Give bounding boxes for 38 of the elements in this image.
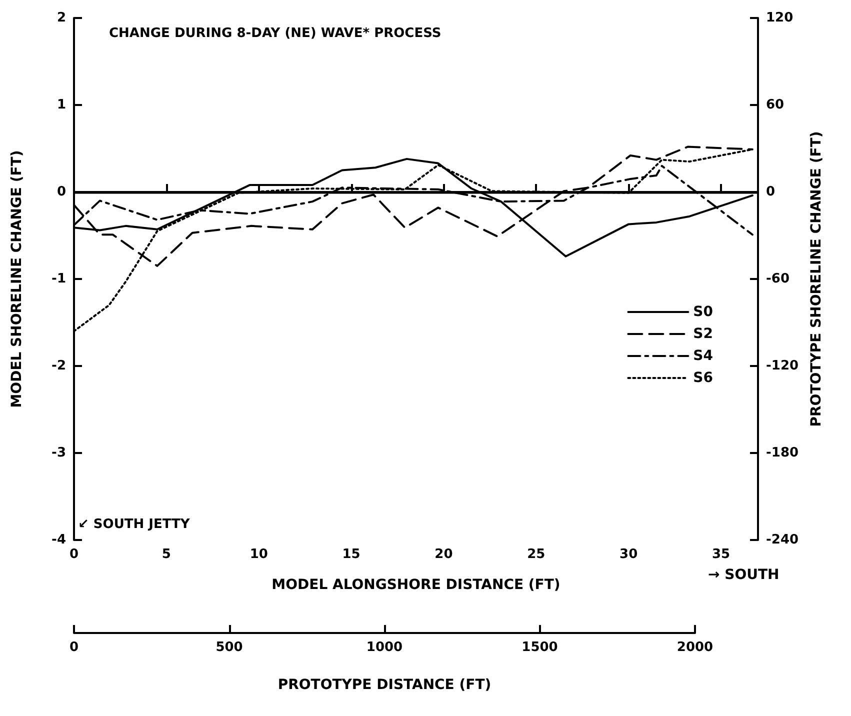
y-tick-label: 0 — [56, 184, 66, 200]
y2-tick-label: -120 — [766, 358, 799, 374]
y-axis-title: MODEL SHORELINE CHANGE (FT) — [9, 150, 25, 408]
x-tick-label: 15 — [342, 547, 360, 562]
legend-label: S2 — [693, 326, 714, 342]
y2-tick-label: -180 — [766, 446, 799, 460]
x2-tick-label: 0 — [69, 640, 79, 655]
y2-tick-label: 120 — [766, 10, 794, 26]
x2-tick-label: 1000 — [366, 640, 403, 655]
legend-label: S0 — [693, 304, 714, 320]
x-tick-label: 35 — [712, 547, 730, 562]
x-tick-label: 10 — [250, 547, 268, 562]
x2-tick-label: 2000 — [676, 640, 714, 655]
legend-label: S4 — [693, 348, 714, 364]
text: → SOUTH — [708, 567, 780, 583]
y-tick-label: -4 — [52, 532, 66, 548]
x2-tick-label: 1500 — [522, 640, 558, 655]
y-tick-label: 1 — [56, 98, 66, 112]
legend-label: S6 — [693, 370, 714, 386]
x2-axis-title: PROTOTYPE DISTANCE (FT) — [278, 677, 492, 693]
x-tick-label: 0 — [69, 547, 79, 562]
y-tick-label: -3 — [52, 446, 66, 460]
y2-tick-label: -240 — [766, 532, 799, 548]
y-tick-label: -2 — [52, 358, 66, 374]
y2-tick-label: 60 — [766, 98, 784, 112]
y-tick-label: -1 — [52, 272, 66, 286]
y2-axis-title: PROTOTYPE SHORELINE CHANGE (FT) — [808, 131, 824, 427]
annotation: ↙ SOUTH JETTY — [78, 517, 190, 532]
x-tick-label: 30 — [620, 547, 638, 562]
y2-tick-label: -60 — [766, 272, 790, 286]
x-tick-label: 20 — [434, 547, 453, 562]
y-tick-label: 2 — [56, 10, 66, 26]
x-tick-label: 5 — [162, 547, 171, 562]
x-tick-label: 25 — [527, 547, 546, 562]
text: CHANGE DURING 8-DAY (NE) WAVE* PROCESS — [109, 26, 442, 41]
x-axis-title: MODEL ALONGSHORE DISTANCE (FT) — [272, 577, 560, 593]
x2-tick-label: 500 — [216, 640, 243, 655]
y2-tick-label: 0 — [766, 184, 776, 200]
